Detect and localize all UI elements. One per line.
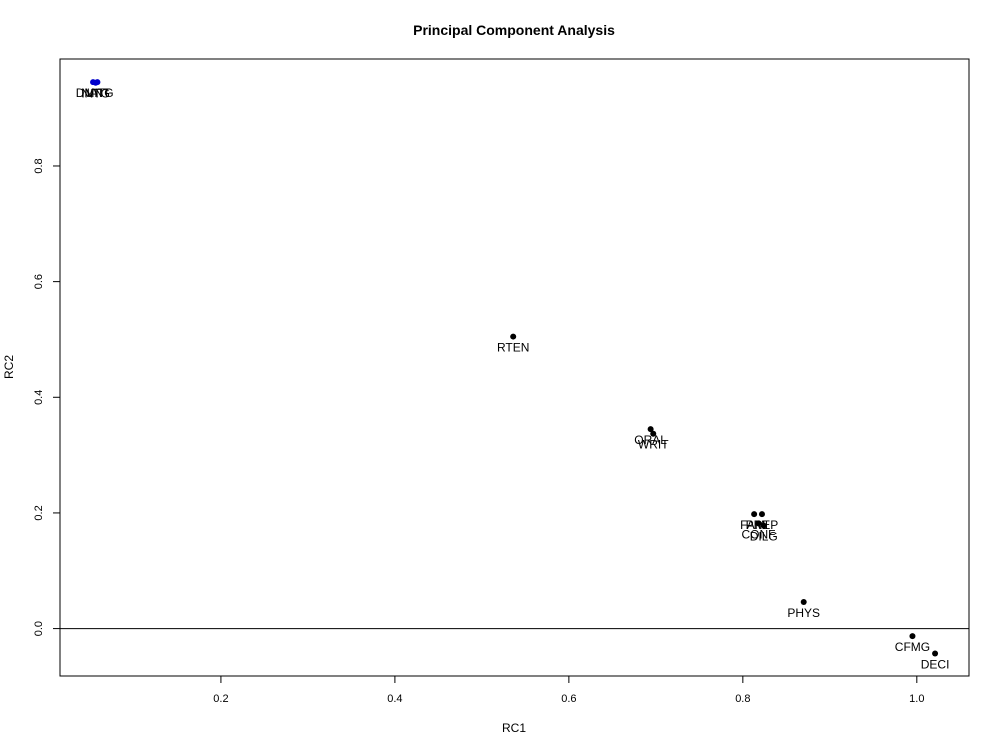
x-axis: 0.2 0.4 0.6 0.8 1.0 bbox=[213, 675, 924, 705]
point-label-intg: INTG bbox=[81, 87, 110, 101]
point-intg bbox=[92, 79, 99, 86]
point-rten bbox=[510, 333, 517, 340]
y-tick-label: 0.8 bbox=[33, 158, 45, 173]
point-label-deci: DECI bbox=[921, 657, 950, 671]
point-label-phys: PHYS bbox=[787, 606, 820, 620]
x-tick-label: 0.4 bbox=[387, 693, 402, 705]
y-tick-label: 0.0 bbox=[33, 621, 45, 636]
plot-frame bbox=[59, 58, 970, 677]
x-axis-label: RC1 bbox=[502, 721, 526, 735]
point-fami bbox=[751, 511, 758, 518]
x-tick-label: 1.0 bbox=[909, 693, 924, 705]
point-deci bbox=[932, 650, 939, 657]
point-label-prep: PREP bbox=[746, 518, 779, 532]
y-axis-label: RC2 bbox=[2, 355, 16, 379]
point-prep bbox=[758, 511, 765, 518]
data-points bbox=[90, 79, 939, 657]
point-label-writ: WRIT bbox=[638, 438, 669, 452]
x-tick-label: 0.6 bbox=[561, 693, 576, 705]
point-label-dmnt: DMNT bbox=[76, 86, 111, 100]
point-label-oral: ORAL bbox=[634, 433, 667, 447]
point-conf bbox=[755, 520, 762, 527]
point-label-cfmg: CFMG bbox=[895, 640, 930, 654]
point-label-natg: NATG bbox=[81, 86, 113, 100]
y-tick-label: 0.6 bbox=[33, 274, 45, 289]
point-label-rten: RTEN bbox=[497, 341, 529, 355]
point-dilg bbox=[760, 522, 767, 529]
chart-title: Principal Component Analysis bbox=[413, 22, 615, 38]
point-cfmg bbox=[909, 633, 916, 640]
point-writ bbox=[650, 430, 657, 437]
point-label-fami: FAMI bbox=[740, 518, 768, 532]
point-oral bbox=[647, 426, 654, 433]
x-tick-label: 0.8 bbox=[735, 693, 750, 705]
point-phys bbox=[800, 598, 807, 605]
point-label-dilg: DILG bbox=[750, 530, 778, 544]
y-tick-label: 0.2 bbox=[33, 505, 45, 520]
point-label-conf: CONF bbox=[741, 527, 775, 541]
y-tick-label: 0.4 bbox=[33, 390, 45, 405]
x-tick-label: 0.2 bbox=[213, 693, 228, 705]
y-axis: 0.0 0.2 0.4 0.6 0.8 bbox=[33, 158, 61, 636]
